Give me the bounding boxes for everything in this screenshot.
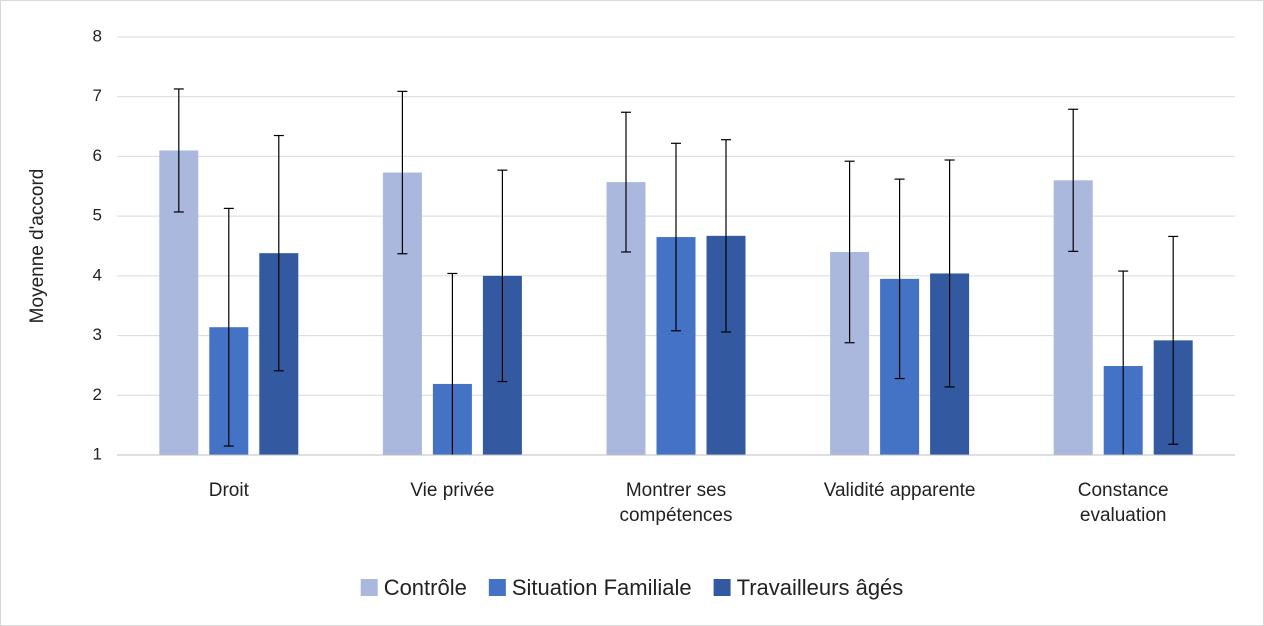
legend-swatch: [713, 579, 731, 596]
plot-area: [159, 88, 1193, 455]
x-tick-label: Constance evaluation: [1077, 480, 1169, 526]
y-tick-label: 2: [93, 385, 102, 404]
x-tick-label: Validité apparente: [823, 480, 976, 501]
legend-swatch: [360, 579, 378, 596]
y-tick-label: 4: [93, 265, 102, 284]
legend-label: Situation Familiale: [512, 575, 692, 600]
x-tick-label: Montrer ses compétences: [619, 480, 733, 526]
legend-label: Contrôle: [384, 575, 467, 600]
y-tick-label: 7: [93, 86, 102, 105]
legend-swatch: [488, 579, 506, 596]
x-tick-label: Droit: [208, 480, 249, 501]
legend: Contrôle Situation Familiale Travailleurs …: [360, 575, 904, 600]
y-tick-label: 6: [93, 146, 102, 165]
x-tick-label: Vie privée: [410, 480, 495, 501]
legend-label: Travailleurs âgés: [737, 575, 904, 600]
y-axis-label: Moyenne d'accord: [27, 169, 48, 324]
y-tick-label: 5: [93, 206, 102, 225]
y-tick-label: 3: [93, 325, 102, 344]
y-tick-label: 8: [93, 26, 102, 45]
y-tick-label: 1: [93, 444, 102, 463]
